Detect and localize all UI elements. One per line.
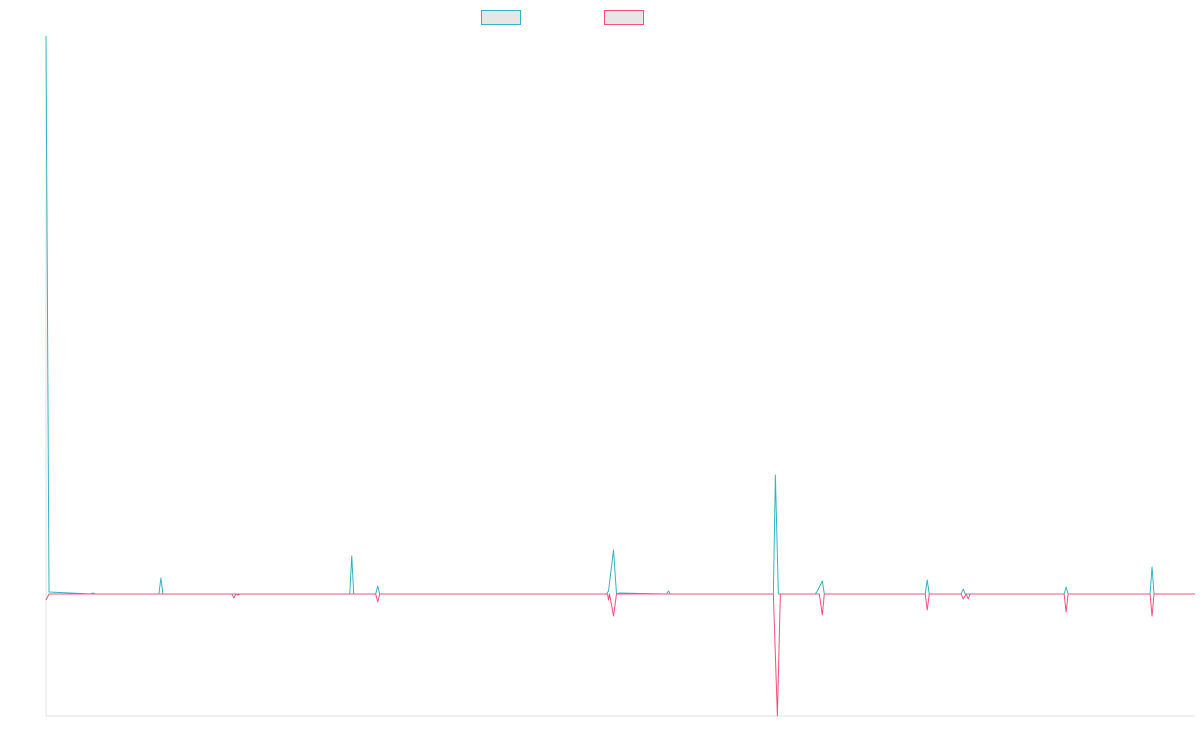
legend-swatch-series-2[interactable] bbox=[604, 10, 644, 25]
series-line-1 bbox=[45, 35, 1195, 595]
chart-axes bbox=[45, 36, 1195, 717]
legend-swatch-series-1[interactable] bbox=[481, 10, 521, 25]
series-layer bbox=[45, 35, 1195, 717]
series-line-2 bbox=[45, 593, 1195, 717]
